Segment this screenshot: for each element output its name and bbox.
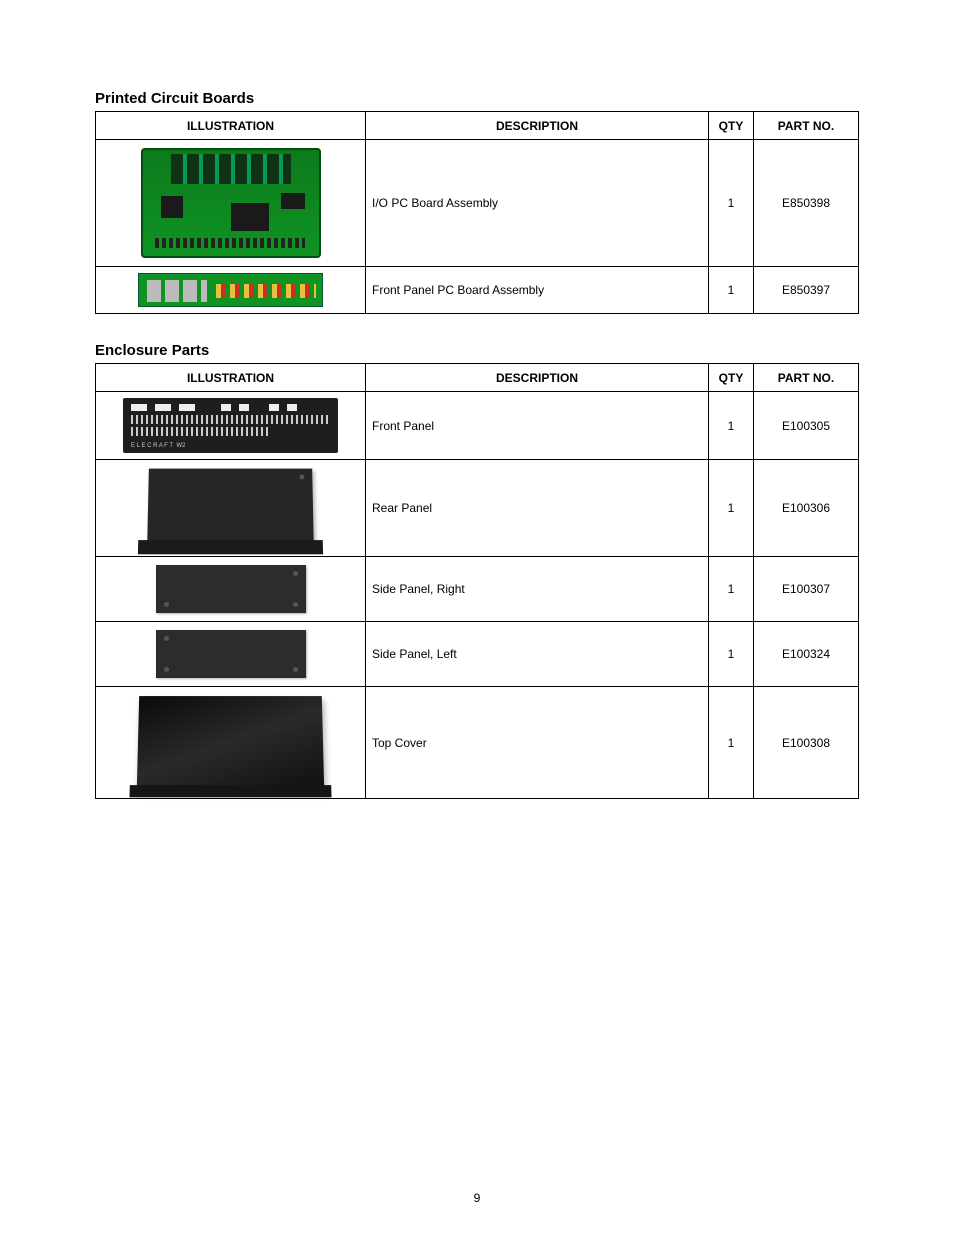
description-cell: Side Panel, Left xyxy=(366,622,709,687)
illustration-cell xyxy=(96,557,366,622)
col-header-description: DESCRIPTION xyxy=(366,364,709,392)
description-cell: I/O PC Board Assembly xyxy=(366,140,709,267)
pcb-table: ILLUSTRATION DESCRIPTION QTY PART NO. I/… xyxy=(95,111,859,314)
part-cell: E850398 xyxy=(754,140,859,267)
illustration-cell xyxy=(96,687,366,799)
table-row: Top Cover 1 E100308 xyxy=(96,687,859,799)
io-pcb-illustration xyxy=(141,148,321,258)
table-row: I/O PC Board Assembly 1 E850398 xyxy=(96,140,859,267)
description-cell: Top Cover xyxy=(366,687,709,799)
table-row: Rear Panel 1 E100306 xyxy=(96,460,859,557)
illustration-cell xyxy=(96,140,366,267)
qty-cell: 1 xyxy=(709,460,754,557)
col-header-qty: QTY xyxy=(709,364,754,392)
top-cover-illustration xyxy=(137,696,324,790)
rear-panel-illustration xyxy=(147,469,314,549)
enclosure-table: ILLUSTRATION DESCRIPTION QTY PART NO. E … xyxy=(95,363,859,799)
qty-cell: 1 xyxy=(709,687,754,799)
illustration-cell: E L E C R A F T W2 xyxy=(96,392,366,460)
side-panel-right-illustration xyxy=(156,565,306,613)
qty-cell: 1 xyxy=(709,622,754,687)
front-pcb-illustration xyxy=(138,273,323,307)
col-header-part: PART NO. xyxy=(754,364,859,392)
front-panel-illustration: E L E C R A F T W2 xyxy=(123,398,338,453)
enclosure-section-title: Enclosure Parts xyxy=(95,342,859,359)
description-cell: Side Panel, Right xyxy=(366,557,709,622)
description-cell: Rear Panel xyxy=(366,460,709,557)
pcb-section-title: Printed Circuit Boards xyxy=(95,90,859,107)
table-row: Front Panel PC Board Assembly 1 E850397 xyxy=(96,267,859,314)
qty-cell: 1 xyxy=(709,267,754,314)
part-cell: E100305 xyxy=(754,392,859,460)
page: Printed Circuit Boards ILLUSTRATION DESC… xyxy=(0,0,954,1235)
qty-cell: 1 xyxy=(709,140,754,267)
illustration-cell xyxy=(96,460,366,557)
col-header-part: PART NO. xyxy=(754,112,859,140)
col-header-illustration: ILLUSTRATION xyxy=(96,112,366,140)
part-cell: E100306 xyxy=(754,460,859,557)
col-header-description: DESCRIPTION xyxy=(366,112,709,140)
part-cell: E100324 xyxy=(754,622,859,687)
illustration-cell xyxy=(96,267,366,314)
page-number: 9 xyxy=(474,1191,481,1205)
table-row: Side Panel, Left 1 E100324 xyxy=(96,622,859,687)
col-header-illustration: ILLUSTRATION xyxy=(96,364,366,392)
qty-cell: 1 xyxy=(709,557,754,622)
description-cell: Front Panel PC Board Assembly xyxy=(366,267,709,314)
part-cell: E100307 xyxy=(754,557,859,622)
table-header-row: ILLUSTRATION DESCRIPTION QTY PART NO. xyxy=(96,112,859,140)
table-row: Side Panel, Right 1 E100307 xyxy=(96,557,859,622)
col-header-qty: QTY xyxy=(709,112,754,140)
part-cell: E850397 xyxy=(754,267,859,314)
illustration-cell xyxy=(96,622,366,687)
table-row: E L E C R A F T W2 Front Panel 1 E100305 xyxy=(96,392,859,460)
description-cell: Front Panel xyxy=(366,392,709,460)
qty-cell: 1 xyxy=(709,392,754,460)
table-header-row: ILLUSTRATION DESCRIPTION QTY PART NO. xyxy=(96,364,859,392)
part-cell: E100308 xyxy=(754,687,859,799)
side-panel-left-illustration xyxy=(156,630,306,678)
